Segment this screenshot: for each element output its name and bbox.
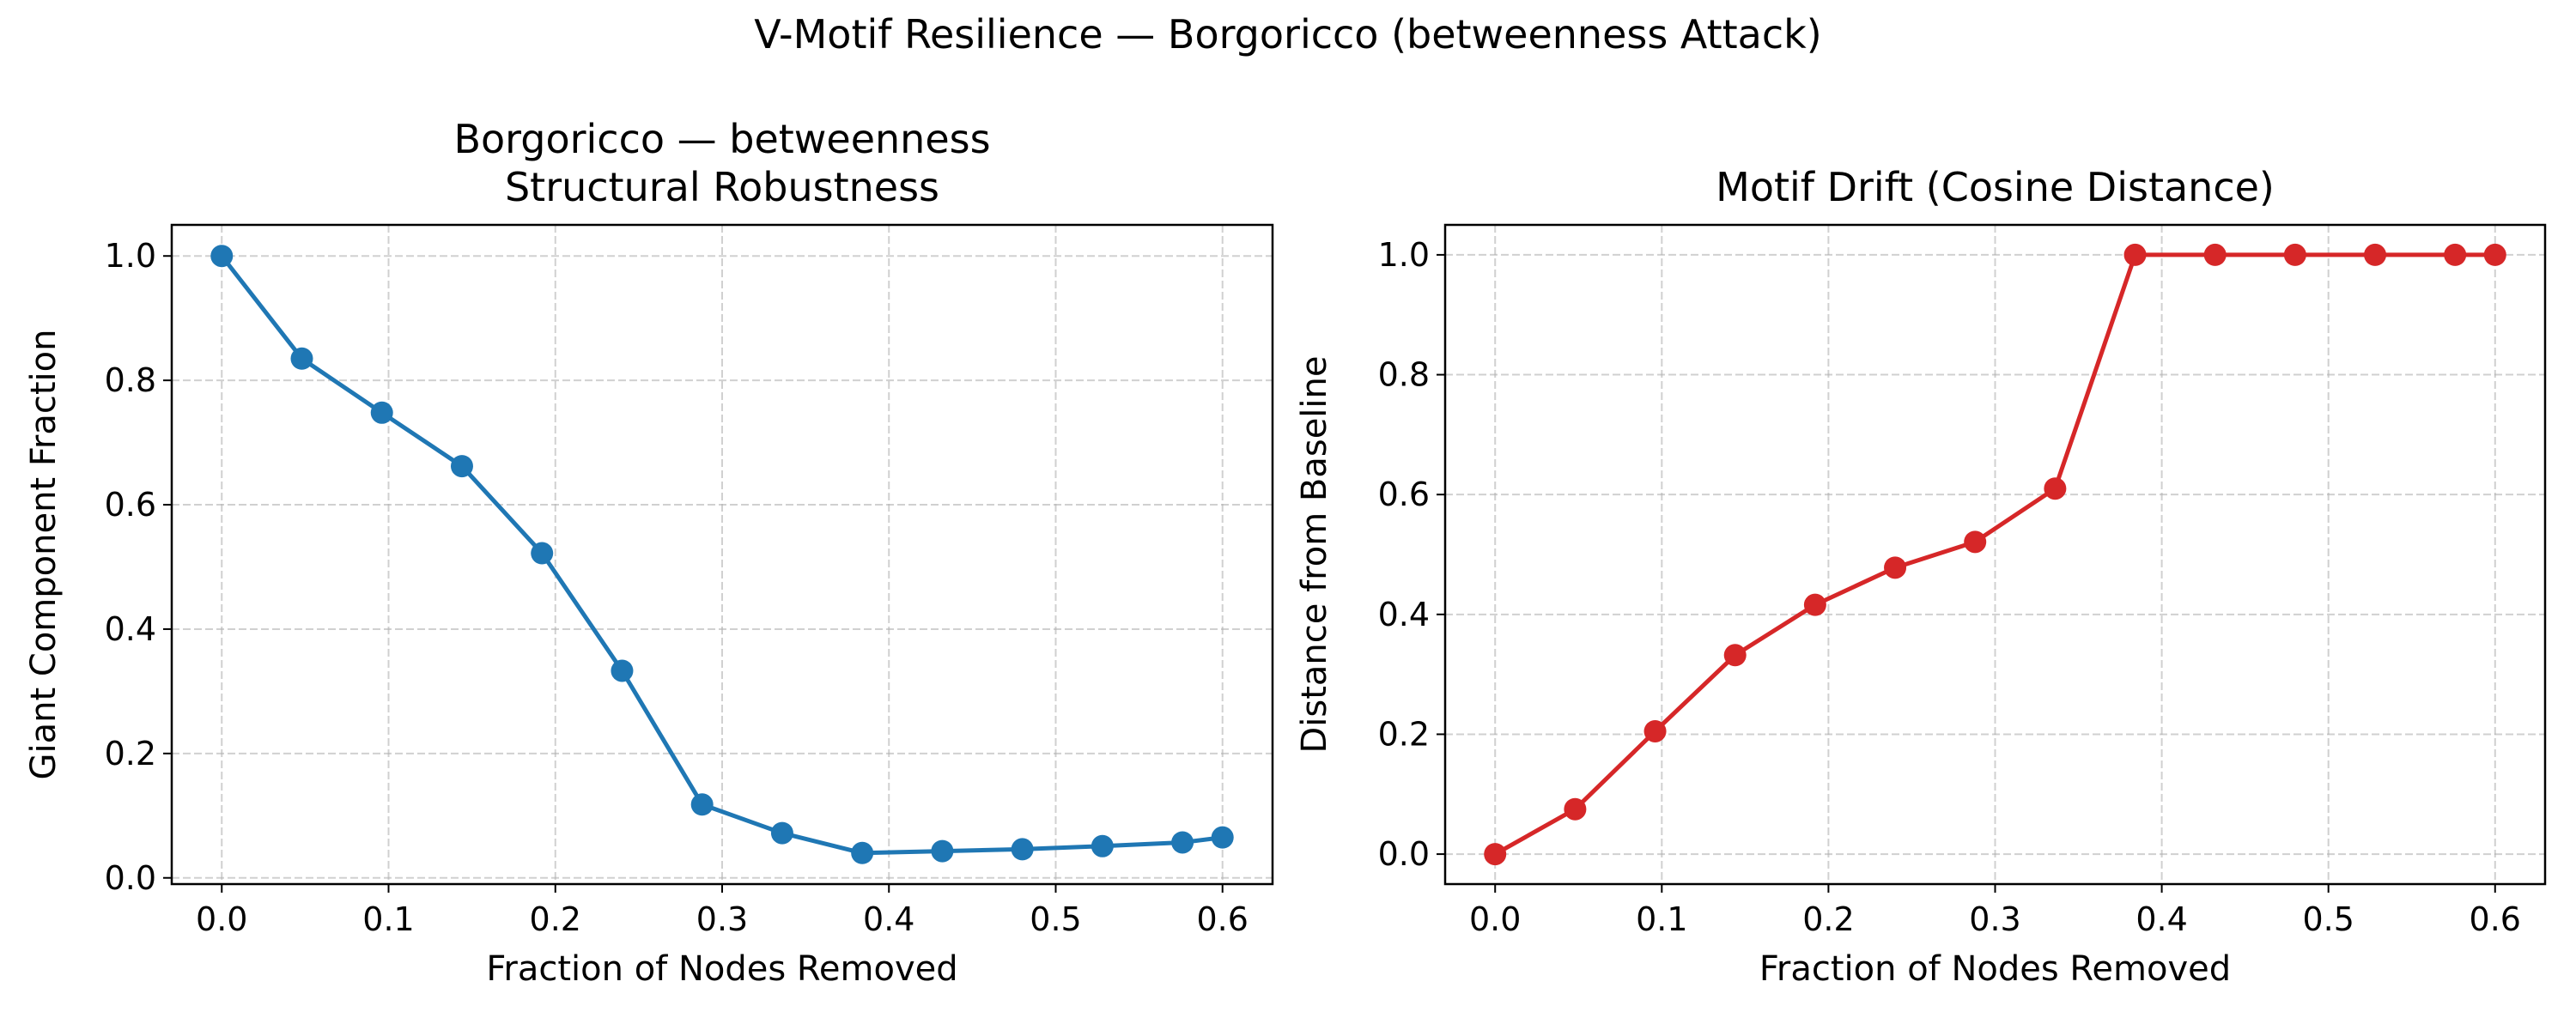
- x-tick-label: 0.3: [696, 900, 748, 938]
- x-tick-label: 0.5: [1030, 900, 1081, 938]
- x-tick-label: 0.6: [1197, 900, 1249, 938]
- figure-suptitle: V-Motif Resilience — Borgoricco (between…: [754, 11, 1821, 58]
- x-tick-label: 0.3: [1969, 900, 2020, 938]
- y-tick-label: 0.4: [105, 610, 156, 648]
- panel-title-line: Borgoricco — betweenness: [453, 116, 990, 162]
- data-point: [2123, 243, 2147, 266]
- x-tick-label: 0.6: [2470, 900, 2521, 938]
- y-tick-label: 0.6: [105, 486, 156, 524]
- y-tick-label: 0.0: [1378, 835, 1430, 873]
- y-tick-label: 0.4: [1378, 596, 1430, 633]
- x-tick-label: 0.2: [1802, 900, 1854, 938]
- data-point: [611, 659, 634, 682]
- data-point: [2044, 477, 2067, 500]
- data-point: [210, 245, 234, 268]
- y-tick-label: 0.8: [105, 361, 156, 399]
- series-line: [1492, 252, 2498, 857]
- data-point: [290, 347, 313, 370]
- data-point: [2364, 243, 2387, 266]
- y-tick-label: 0.2: [1378, 715, 1430, 753]
- x-tick-label: 0.2: [530, 900, 581, 938]
- y-tick-label: 0.2: [105, 735, 156, 772]
- x-tick-label: 0.0: [196, 900, 247, 938]
- panel-motif-drift: Motif Drift (Cosine Distance) 0.0 0.1 0.2 0.…: [1295, 164, 2547, 989]
- y-tick-label: 0.6: [1378, 476, 1430, 513]
- x-tick-label: 0.5: [2302, 900, 2354, 938]
- data-point: [1211, 826, 1234, 849]
- y-tick-label: 0.8: [1378, 356, 1430, 394]
- panel-title-line: Structural Robustness: [505, 164, 939, 210]
- data-point: [1564, 797, 1587, 821]
- data-point: [1484, 843, 1507, 866]
- data-point: [2283, 243, 2306, 266]
- x-tick-label: 0.4: [863, 900, 914, 938]
- series-line: [219, 253, 1225, 856]
- data-point: [931, 839, 954, 863]
- y-tick-label: 0.0: [105, 859, 156, 897]
- y-tick-label: 1.0: [105, 237, 156, 275]
- data-point: [690, 793, 714, 816]
- data-point: [1011, 838, 1034, 861]
- data-point: [1171, 831, 1194, 854]
- x-tick-label: 0.0: [1469, 900, 1521, 938]
- x-tick-label: 0.1: [1636, 900, 1687, 938]
- data-point: [450, 455, 473, 478]
- y-tick-label: 1.0: [1378, 236, 1430, 274]
- x-tick-label: 0.4: [2136, 900, 2187, 938]
- data-point: [1091, 834, 1114, 857]
- data-point: [1964, 530, 1987, 554]
- data-point: [1884, 556, 1907, 579]
- data-point: [2444, 243, 2467, 266]
- data-point: [531, 542, 554, 565]
- data-point: [851, 841, 874, 864]
- data-point: [1643, 719, 1667, 742]
- data-point: [2203, 243, 2227, 266]
- data-point: [1803, 593, 1826, 616]
- x-axis-label: Fraction of Nodes Removed: [486, 949, 957, 989]
- y-axis-label: Giant Component Fraction: [24, 330, 64, 780]
- panel-title-line: Motif Drift (Cosine Distance): [1716, 164, 2275, 210]
- data-point: [370, 401, 393, 424]
- data-point: [2483, 243, 2506, 266]
- x-tick-label: 0.1: [362, 900, 414, 938]
- x-axis-label: Fraction of Nodes Removed: [1759, 949, 2231, 989]
- y-axis-label: Distance from Baseline: [1295, 355, 1334, 753]
- data-point: [1723, 644, 1747, 667]
- data-point: [770, 821, 793, 845]
